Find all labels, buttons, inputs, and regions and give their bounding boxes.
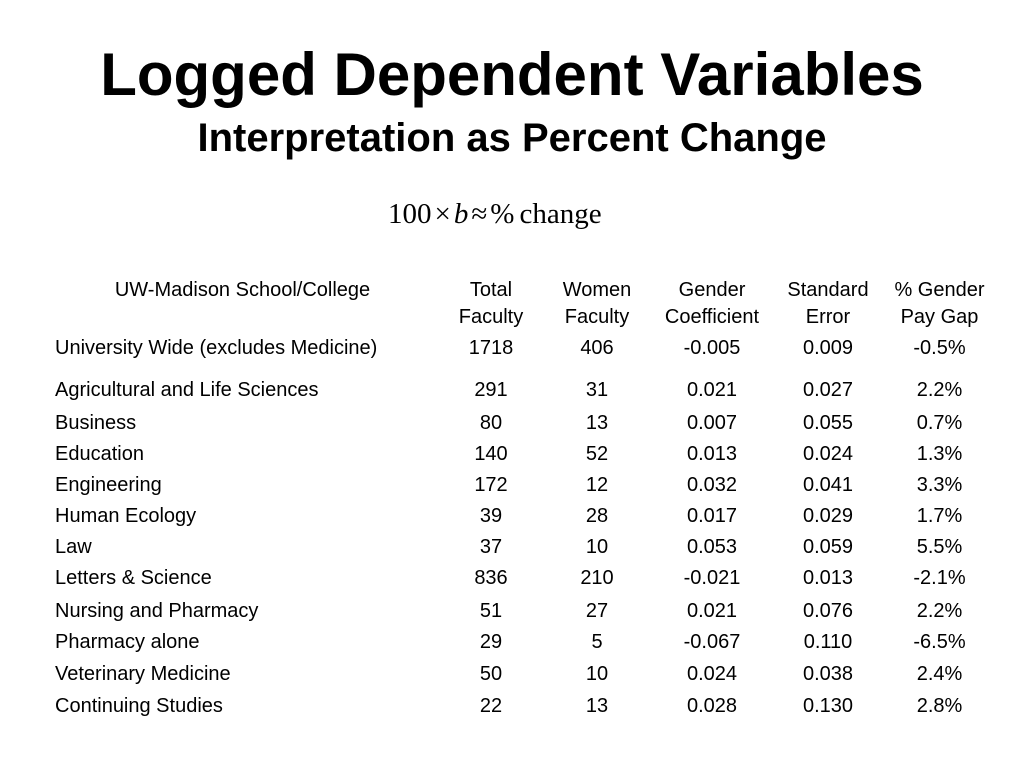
cell-gender-coefficient: 0.053: [686, 536, 738, 558]
cell-pay-gap: 2.8%: [916, 695, 963, 717]
cell-school: Nursing and Pharmacy: [55, 600, 259, 622]
cell-women-faculty: 5: [591, 631, 603, 653]
cell-total-faculty: 291: [474, 379, 508, 401]
header-gender-pay-gap: % Gender Pay Gap: [882, 277, 997, 331]
cell-pay-gap: -2.1%: [913, 567, 966, 589]
header-women-faculty: Women Faculty: [551, 277, 643, 331]
cell-total-faculty: 50: [479, 663, 503, 685]
cell-standard-error: 0.110: [803, 631, 853, 653]
cell-total-faculty: 29: [479, 631, 503, 653]
cell-pay-gap: 5.5%: [916, 536, 963, 558]
header-gender-coefficient: Gender Coefficient: [652, 277, 772, 331]
cell-women-faculty: 12: [585, 474, 609, 496]
header-women-faculty-line-1: Women: [562, 279, 632, 301]
cell-gender-coefficient: 0.017: [686, 505, 738, 527]
cell-gender-coefficient: -0.021: [683, 567, 741, 589]
header-school-college-line-1: UW-Madison School/College: [114, 279, 371, 301]
percent-change-formula: 100 × b ≈% change: [388, 196, 602, 232]
cell-standard-error: 0.024: [802, 443, 854, 465]
cell-gender-coefficient: -0.005: [683, 337, 741, 359]
cell-standard-error: 0.059: [802, 536, 854, 558]
header-women-faculty-line-2: Faculty: [564, 306, 630, 328]
cell-women-faculty: 27: [585, 600, 609, 622]
cell-gender-coefficient: -0.067: [683, 631, 741, 653]
cell-total-faculty: 22: [479, 695, 503, 717]
cell-gender-coefficient: 0.032: [686, 474, 738, 496]
cell-total-faculty: 37: [479, 536, 503, 558]
cell-women-faculty: 406: [580, 337, 614, 359]
cell-school: Education: [55, 443, 144, 465]
cell-women-faculty: 10: [585, 663, 609, 685]
cell-school: Business: [55, 412, 137, 434]
cell-pay-gap: 3.3%: [916, 474, 963, 496]
cell-women-faculty: 13: [585, 412, 609, 434]
cell-school: University Wide (excludes Medicine): [55, 337, 378, 359]
cell-pay-gap: 2.4%: [916, 663, 963, 685]
cell-total-faculty: 80: [479, 412, 503, 434]
cell-pay-gap: 1.3%: [916, 443, 963, 465]
cell-women-faculty: 52: [585, 443, 609, 465]
formula-word: change: [519, 198, 602, 230]
cell-pay-gap: 2.2%: [916, 379, 963, 401]
header-gender-coefficient-line-2: Coefficient: [664, 306, 760, 328]
cell-school: Law: [55, 536, 92, 558]
cell-gender-coefficient: 0.028: [686, 695, 738, 717]
cell-standard-error: 0.038: [802, 663, 854, 685]
cell-gender-coefficient: 0.013: [686, 443, 738, 465]
cell-women-faculty: 13: [585, 695, 609, 717]
header-total-faculty-line-2: Faculty: [458, 306, 524, 328]
cell-standard-error: 0.041: [802, 474, 854, 496]
cell-total-faculty: 836: [474, 567, 508, 589]
cell-standard-error: 0.130: [802, 695, 854, 717]
cell-standard-error: 0.009: [802, 337, 854, 359]
header-total-faculty: Total Faculty: [451, 277, 531, 331]
formula-percent-sign: %: [490, 198, 515, 230]
cell-total-faculty: 51: [479, 600, 503, 622]
cell-standard-error: 0.013: [802, 567, 854, 589]
cell-pay-gap: 1.7%: [916, 505, 963, 527]
header-school-college: UW-Madison School/College: [55, 277, 430, 304]
cell-women-faculty: 210: [580, 567, 614, 589]
header-gender-coefficient-line-1: Gender: [678, 279, 746, 301]
formula-coefficient: 100: [388, 198, 432, 230]
formula-variable-b: b: [453, 198, 469, 230]
cell-school: Pharmacy alone: [55, 631, 200, 653]
cell-gender-coefficient: 0.024: [686, 663, 738, 685]
cell-school: Agricultural and Life Sciences: [55, 379, 319, 401]
header-standard-error: Standard Error: [778, 277, 878, 331]
formula-approx-sign: ≈: [471, 198, 488, 230]
cell-standard-error: 0.076: [802, 600, 854, 622]
cell-women-faculty: 10: [585, 536, 609, 558]
formula-times-sign: ×: [434, 198, 451, 230]
cell-school: Veterinary Medicine: [55, 663, 231, 685]
cell-gender-coefficient: 0.021: [686, 600, 738, 622]
cell-standard-error: 0.055: [802, 412, 854, 434]
cell-standard-error: 0.029: [802, 505, 854, 527]
cell-women-faculty: 31: [585, 379, 609, 401]
cell-total-faculty: 39: [479, 505, 503, 527]
cell-school: Letters & Science: [55, 567, 212, 589]
cell-standard-error: 0.027: [802, 379, 854, 401]
cell-gender-coefficient: 0.007: [686, 412, 738, 434]
cell-pay-gap: 0.7%: [916, 412, 963, 434]
slide-subtitle: Interpretation as Percent Change: [197, 116, 827, 160]
header-gender-pay-gap-line-1: % Gender: [894, 279, 985, 301]
cell-school: Continuing Studies: [55, 695, 223, 717]
header-gender-pay-gap-line-2: Pay Gap: [900, 306, 979, 328]
cell-pay-gap: 2.2%: [916, 600, 963, 622]
header-standard-error-line-2: Error: [805, 306, 851, 328]
cell-women-faculty: 28: [585, 505, 609, 527]
header-total-faculty-line-1: Total: [469, 279, 513, 301]
cell-total-faculty: 172: [474, 474, 508, 496]
cell-gender-coefficient: 0.021: [686, 379, 738, 401]
slide-title: Logged Dependent Variables: [100, 41, 924, 108]
header-standard-error-line-1: Standard: [787, 279, 869, 301]
cell-school: Human Ecology: [55, 505, 197, 527]
cell-pay-gap: -6.5%: [913, 631, 966, 653]
cell-total-faculty: 1718: [468, 337, 514, 359]
cell-school: Engineering: [55, 474, 162, 496]
cell-total-faculty: 140: [474, 443, 508, 465]
cell-pay-gap: -0.5%: [913, 337, 966, 359]
